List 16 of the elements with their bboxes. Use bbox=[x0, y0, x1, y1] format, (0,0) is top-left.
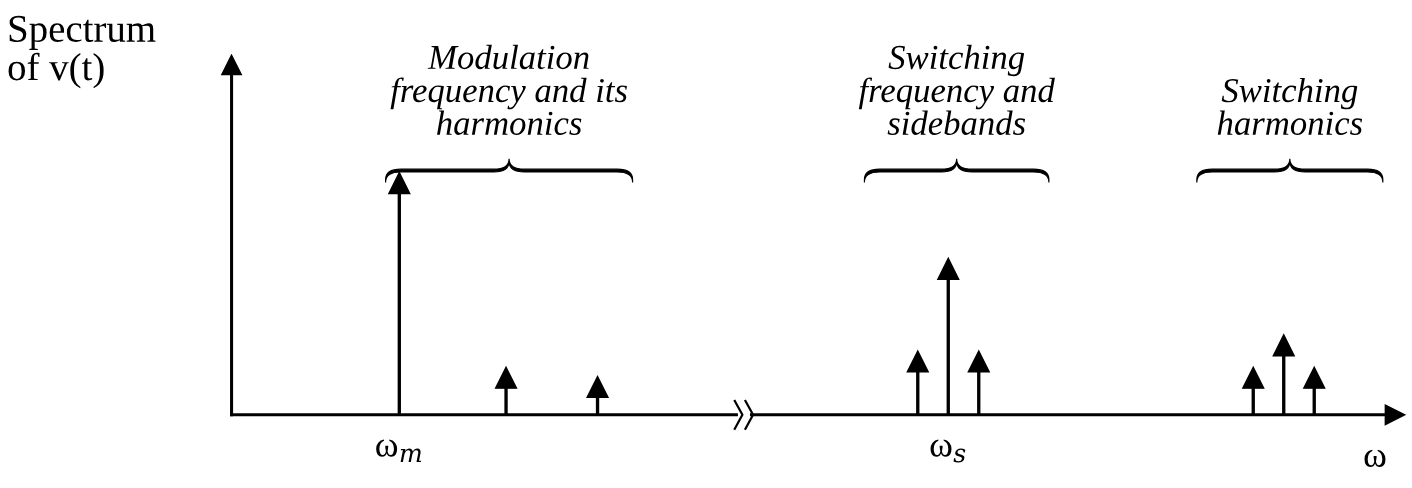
point bbox=[586, 375, 609, 399]
point bbox=[906, 350, 929, 373]
point bbox=[967, 350, 990, 373]
point bbox=[1242, 366, 1265, 389]
point bbox=[1303, 366, 1326, 389]
point bbox=[388, 171, 411, 195]
text: Modulation frequency and its harmonics bbox=[390, 44, 627, 136]
point bbox=[1272, 334, 1295, 357]
x-tick-label: ω$_{s}$ bbox=[930, 439, 966, 463]
text: Switching frequency and sidebands bbox=[858, 44, 1055, 136]
point bbox=[937, 257, 960, 280]
x-tick-label: ω$_{m}$ bbox=[376, 439, 422, 463]
y-axis-title: Spectrum of v(t) bbox=[8, 15, 156, 89]
point bbox=[494, 366, 518, 389]
text: Switching harmonics bbox=[1217, 77, 1363, 136]
x-axis-title: ω bbox=[1364, 449, 1386, 468]
